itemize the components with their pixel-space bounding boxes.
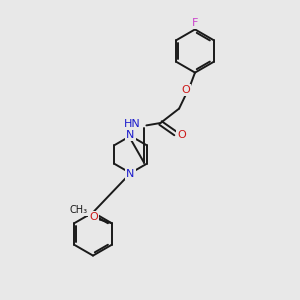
Text: HN: HN xyxy=(124,119,141,129)
Text: N: N xyxy=(126,130,135,140)
Text: O: O xyxy=(89,212,98,222)
Text: O: O xyxy=(177,130,186,140)
Text: CH₃: CH₃ xyxy=(70,205,88,215)
Text: O: O xyxy=(182,85,190,95)
Text: F: F xyxy=(192,18,198,28)
Text: N: N xyxy=(126,169,135,179)
